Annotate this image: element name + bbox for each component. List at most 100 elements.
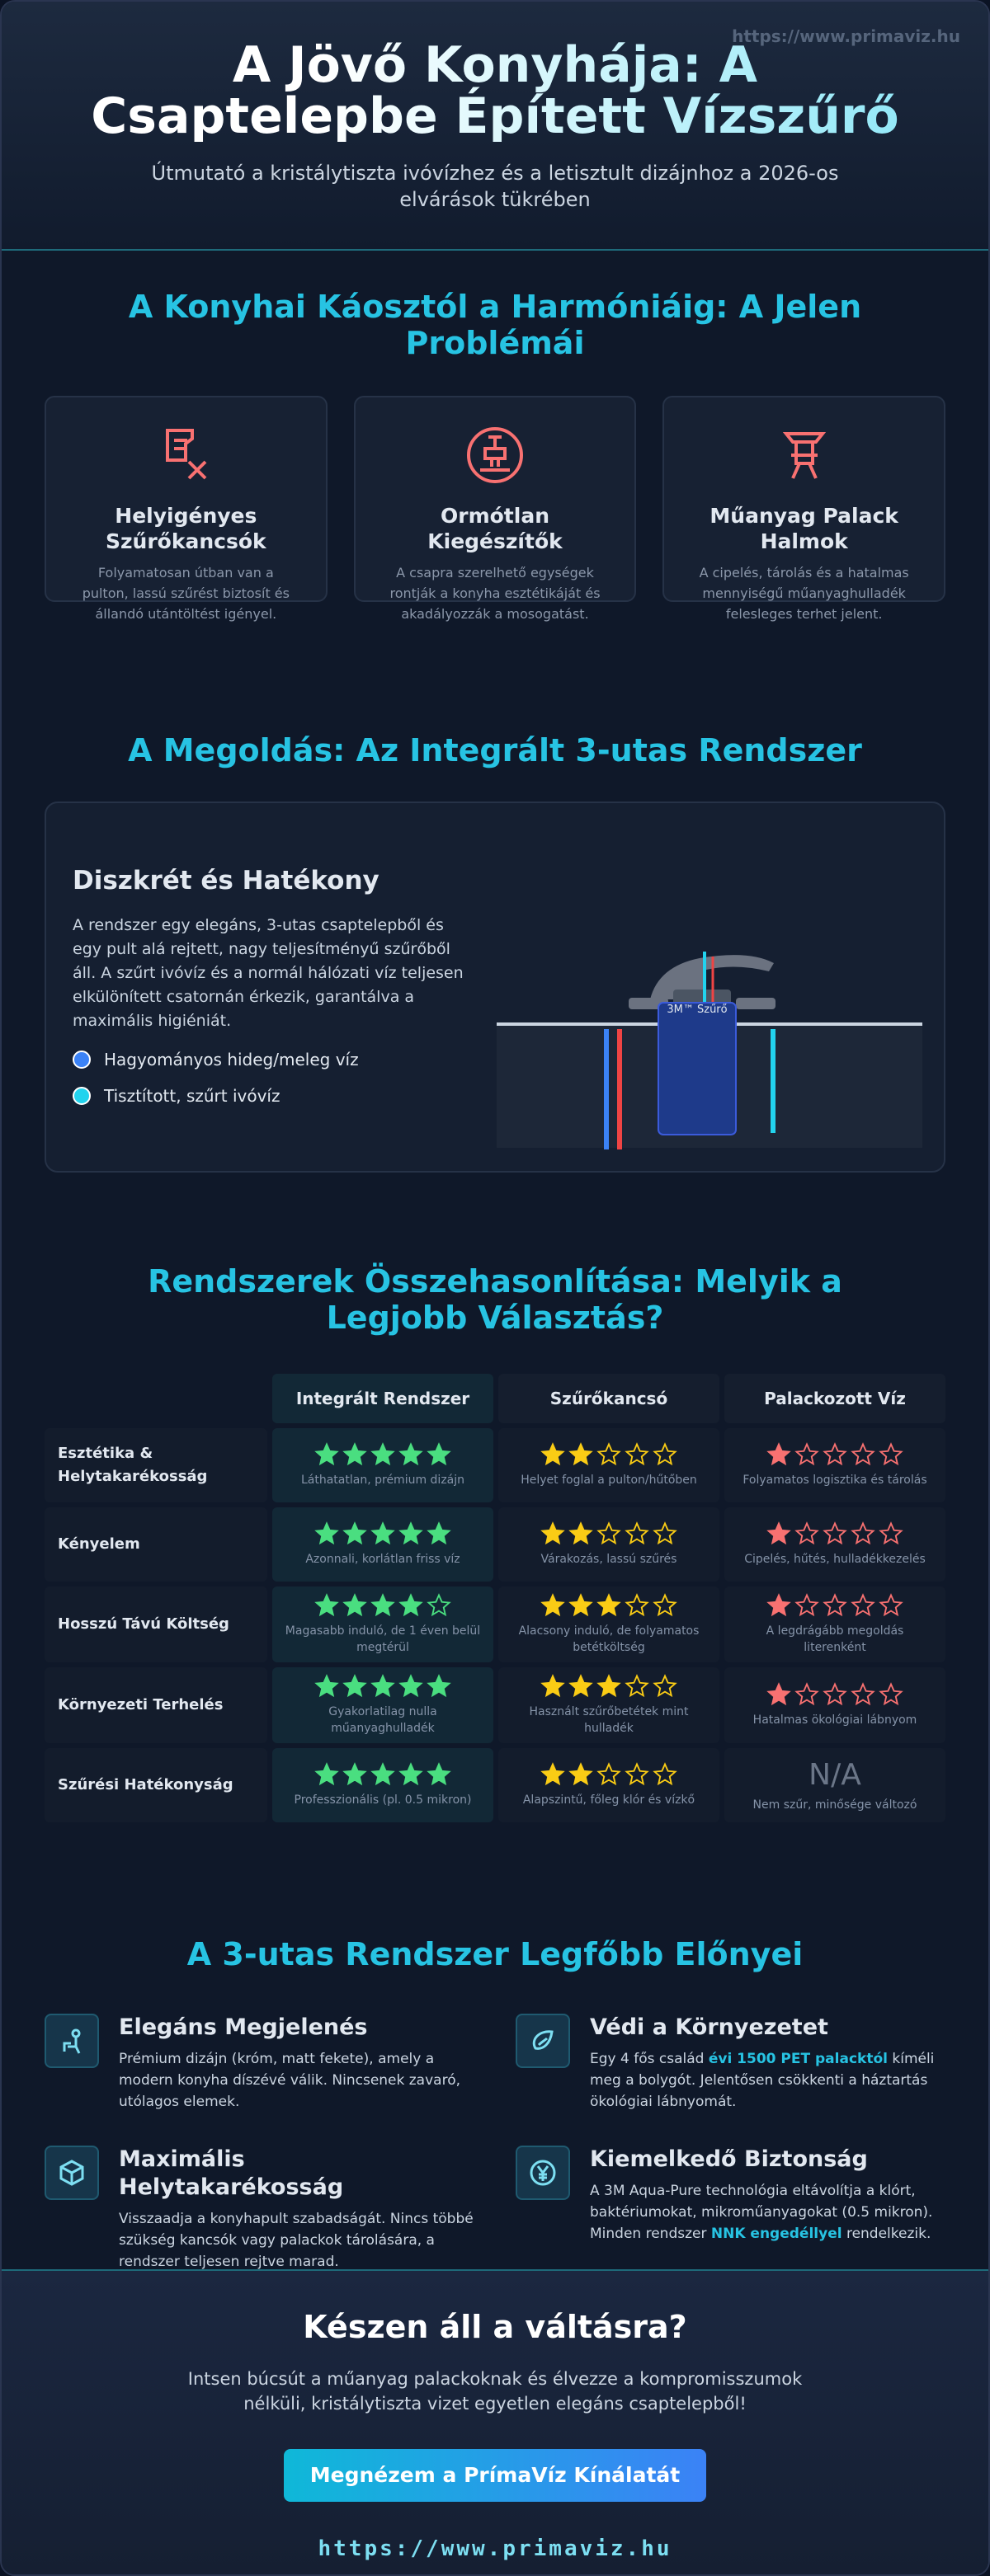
row-label: Környezeti Terhelés [45,1667,267,1743]
table-cell: N/A Nem szűr, minősége változó [724,1748,945,1822]
star [653,1762,677,1786]
star [342,1674,367,1698]
star [766,1682,791,1706]
cta-title: Készen áll a váltásra? [303,2309,687,2345]
comparison-table: Integrált Rendszer Szűrőkancsó Palackozott… [45,1374,945,1822]
benefit-title: Elegáns Megjelenés [119,2014,368,2040]
cell-note: Nem szűr, minősége változó [752,1798,917,1812]
legend-item: Hagyományos hideg/meleg víz [73,1050,944,1069]
rating [540,1762,677,1787]
highlight: NNK engedéllyel [710,2226,842,2242]
cell-note: Professzionális (pl. 0.5 mikron) [294,1793,472,1807]
rating [540,1521,677,1546]
benefit-title: Védi a Környezetet [590,2014,828,2040]
card-title: Diszkrét és Hatékony [73,866,380,895]
icon [166,429,207,480]
star [540,1674,565,1698]
star [370,1674,395,1698]
cell-note: Láthatatlan, prémium dizájn [300,1474,465,1487]
star [625,1762,649,1786]
solution-card: Diszkrét és Hatékony A rendszer egy eleg… [45,801,945,1173]
cell-note: Alacsony induló, de folyamatos betétkölt… [518,1624,700,1654]
star [398,1674,423,1698]
star [342,1521,367,1545]
benefit: Kiemelkedő Biztonság A 3M Aqua-Pure techn… [516,2146,945,2273]
star [879,1593,903,1617]
text: kíméli meg a bolygót. Jelentősen csökken… [590,2051,935,2110]
cell-note: Várakozás, lassú szűrés [540,1553,677,1566]
star [653,1674,677,1698]
star [568,1674,593,1698]
benefit: Védi a Környezetet Egy 4 fős család évi 1… [516,2014,945,2113]
star [370,1442,395,1466]
benefit-icon [516,2014,570,2068]
star [370,1521,395,1545]
section-heading: Rendszerek Összehasonlítása: Melyik a Le… [148,1263,842,1336]
cta-button[interactable]: Megnézem a PrímaVíz Kínálatát [284,2449,706,2502]
benefit-list: Elegáns Megjelenés Prémium dizájn (króm, … [45,2014,945,2273]
cell-note: Azonnali, korlátlan friss víz [305,1553,460,1566]
star [653,1521,677,1545]
star [427,1762,451,1786]
star [314,1442,339,1466]
solution: A Megoldás: Az Integrált 3-utas Rendszer… [2,711,988,1214]
star [540,1521,565,1545]
star [314,1674,339,1698]
legend-label: Hagyományos hideg/meleg víz [104,1050,359,1069]
benefit-text: Prémium dizájn (króm, matt fekete), amel… [119,2048,474,2113]
star [398,1593,423,1617]
star [794,1442,819,1466]
legend-item: Tisztított, szűrt ivóvíz [73,1086,944,1106]
card-title: Műanyag Palack Halmok [710,504,898,553]
comparison: Rendszerek Összehasonlítása: Melyik a Le… [2,1214,988,1882]
section-heading: A 3-utas Rendszer Legfőbb Előnyei [186,1936,804,1972]
star [823,1521,847,1545]
star [427,1442,451,1466]
rating [314,1442,451,1467]
header-url: https://www.primaviz.hu [732,26,960,46]
star [794,1593,819,1617]
star [596,1593,621,1617]
column-header: Szűrőkancsó [498,1374,719,1423]
text: Egy 4 fős család [590,2051,709,2067]
star [823,1442,847,1466]
star [314,1521,339,1545]
star [398,1442,423,1466]
legend-dot [73,1087,91,1105]
star [879,1682,903,1706]
cell-note: Cipelés, hűtés, hulladékkezelés [744,1553,926,1566]
table-cell: Hatalmas ökológiai lábnyom [724,1667,945,1743]
benefit-title: Maximális Helytakarékosság [119,2146,344,2200]
row-label: Szűrési Hatékonyság [45,1748,267,1822]
text: rendelkezik. [842,2226,931,2242]
benefit-title: Kiemelkedő Biztonság [590,2146,868,2172]
star [766,1593,791,1617]
benefits: A 3-utas Rendszer Legfőbb Előnyei Elegán… [2,1882,988,2270]
rating [540,1593,677,1618]
star [625,1442,649,1466]
cell-note: Gyakorlatilag nulla műanyaghulladék [328,1705,437,1735]
rating [314,1674,451,1699]
star [342,1762,367,1786]
rating [766,1521,903,1546]
table-cell: Folyamatos logisztika és tárolás [724,1428,945,1502]
problem-card: Ormótlan Kiegészítők A csapra szerelhető… [353,396,637,622]
legend-dot [73,1051,91,1069]
table-cell: Professzionális (pl. 0.5 mikron) [272,1748,493,1822]
cta-url[interactable]: https://www.primaviz.hu [318,2536,672,2561]
star [540,1762,565,1786]
star [625,1521,649,1545]
star [851,1442,875,1466]
column-header: Palackozott Víz [724,1374,945,1423]
star [653,1593,677,1617]
card-title: Helyigényes Szűrőkancsók [106,504,266,553]
cell-note: Magasabb induló, de 1 éven belül megtérü… [285,1624,481,1654]
star [370,1762,395,1786]
table-cell: Cipelés, hűtés, hulladékkezelés [724,1507,945,1582]
problem-card: Műanyag Palack Halmok A cipelés, tárolás… [662,396,946,622]
star [427,1521,451,1545]
table-cell: A legdrágább megoldás literenként [724,1586,945,1662]
table-corner [45,1374,267,1423]
star [314,1593,339,1617]
card-text: A csapra szerelhető egységek rontják a k… [389,565,601,622]
